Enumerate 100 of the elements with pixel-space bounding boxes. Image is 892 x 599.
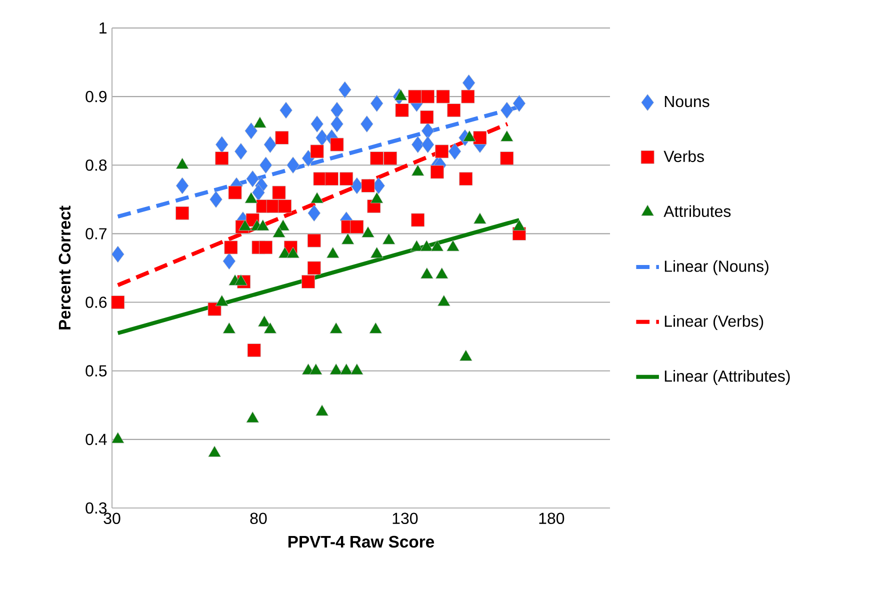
y-tick-label: 0.5: [86, 365, 107, 376]
point: [340, 363, 353, 375]
point: [512, 94, 526, 112]
point: [411, 213, 425, 227]
point: [420, 240, 434, 252]
point: [384, 152, 398, 166]
point: [395, 104, 409, 118]
legend-label: Linear (Nouns): [664, 260, 768, 276]
point: [448, 142, 462, 160]
point: [408, 90, 422, 104]
point: [246, 411, 260, 423]
point: [259, 156, 272, 174]
point: [111, 296, 125, 310]
point: [420, 267, 434, 279]
point: [246, 170, 260, 188]
point: [272, 186, 286, 200]
point: [264, 322, 277, 334]
point: [244, 192, 258, 204]
point: [244, 122, 258, 140]
point: [278, 200, 292, 214]
point: [350, 177, 364, 194]
point: [215, 294, 228, 306]
point: [111, 432, 124, 444]
point: [302, 274, 316, 288]
point: [350, 220, 364, 234]
point: [437, 294, 450, 306]
point: [500, 102, 514, 119]
point: [208, 302, 222, 316]
point: [421, 90, 435, 104]
point: [410, 240, 424, 252]
legend-label: Linear (Verbs): [664, 315, 764, 330]
point: [473, 130, 487, 144]
point: [228, 186, 242, 200]
point: [361, 178, 375, 192]
point: [275, 130, 289, 144]
point: [309, 363, 322, 375]
point: [350, 363, 364, 375]
point: [307, 261, 321, 275]
point: [224, 240, 238, 254]
point: [324, 172, 338, 186]
point: [360, 116, 374, 132]
point: [459, 350, 472, 361]
point: [370, 152, 384, 166]
point: [370, 94, 384, 112]
point: [176, 177, 189, 194]
point: [310, 116, 324, 132]
y-axis-title: Percent Correct: [58, 206, 71, 330]
point: [272, 226, 286, 238]
point: [341, 233, 354, 244]
point: [330, 138, 344, 152]
point: [215, 152, 229, 166]
point: [340, 172, 354, 186]
point: [436, 90, 450, 104]
point: [307, 234, 321, 248]
x-tick-label: 180: [539, 512, 564, 524]
point: [316, 129, 328, 146]
point: [370, 246, 384, 258]
y-tick-label: 0.6: [86, 296, 107, 308]
point: [208, 446, 221, 457]
point: [421, 136, 434, 154]
point: [474, 212, 486, 224]
point: [382, 233, 396, 244]
point: [461, 90, 475, 104]
point: [330, 116, 344, 132]
point: [430, 165, 444, 179]
point: [234, 274, 248, 286]
point: [222, 322, 236, 334]
y-tick-label: 0.7: [86, 228, 106, 240]
point: [256, 219, 270, 231]
point: [234, 142, 248, 160]
y-tick-label: 1: [100, 22, 107, 34]
point: [330, 363, 343, 375]
x-tick-label: 30: [104, 512, 120, 524]
point: [435, 267, 448, 279]
x-tick-label: 130: [392, 512, 418, 524]
y-tick-label: 0.8: [86, 159, 107, 171]
point: [338, 81, 352, 98]
point: [280, 102, 292, 119]
point: [369, 322, 382, 334]
point: [421, 122, 434, 140]
point: [411, 136, 424, 154]
point: [258, 315, 271, 327]
point: [430, 240, 444, 252]
point: [286, 246, 300, 258]
point: [330, 102, 344, 119]
point: [111, 246, 124, 263]
point: [462, 74, 476, 92]
point: [238, 219, 252, 231]
point: [326, 246, 340, 258]
y-tick-label: 0.3: [86, 502, 107, 514]
point: [370, 192, 384, 204]
point: [310, 192, 324, 204]
point: [420, 110, 434, 124]
point: [411, 164, 424, 176]
x-tick-label: 80: [250, 512, 267, 524]
legend-label: Nouns: [664, 96, 710, 108]
point: [362, 226, 374, 238]
point: [446, 240, 460, 252]
point: [316, 404, 328, 416]
point: [435, 144, 449, 158]
